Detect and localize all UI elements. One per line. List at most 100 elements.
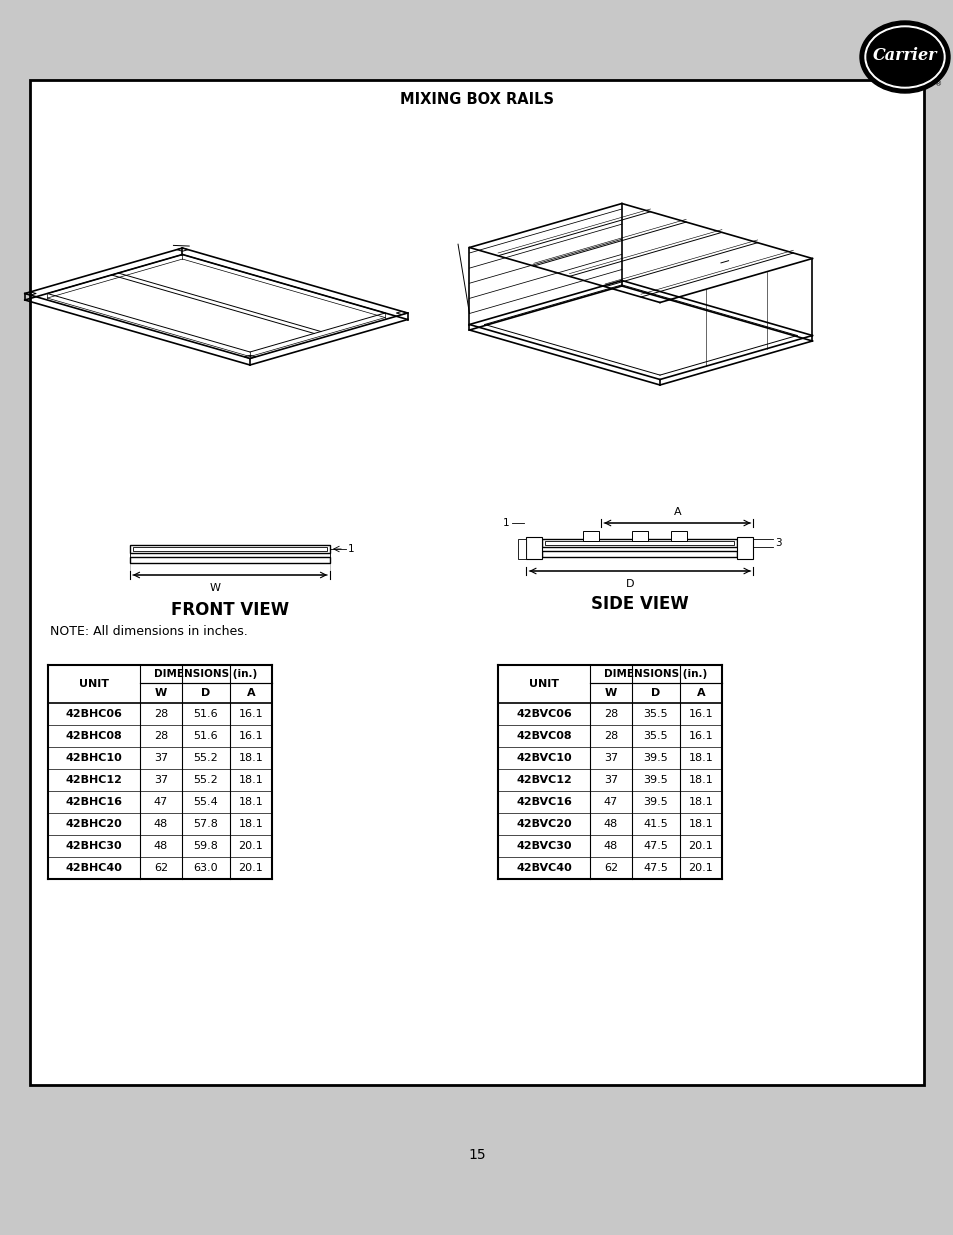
Text: 42BHC08: 42BHC08 [66,731,122,741]
Text: A: A [696,688,704,698]
Text: 39.5: 39.5 [643,753,668,763]
Bar [737,537,753,559]
Text: DIMENSIONS (in.): DIMENSIONS (in.) [604,669,707,679]
Text: 42BVC40: 42BVC40 [516,863,571,873]
Text: SIDE VIEW: SIDE VIEW [591,595,688,613]
Text: 35.5: 35.5 [643,709,668,719]
Text: 28: 28 [153,731,168,741]
Text: 35.5: 35.5 [643,731,668,741]
Text: Carrier: Carrier [872,47,936,63]
Text: 20.1: 20.1 [688,841,713,851]
Text: 47: 47 [153,797,168,806]
Bar [526,537,542,559]
Text: UNIT: UNIT [79,679,109,689]
Text: 16.1: 16.1 [688,709,713,719]
Text: 37: 37 [603,753,618,763]
Text: 42BHC12: 42BHC12 [66,776,122,785]
Text: DIMENSIONS (in.): DIMENSIONS (in.) [154,669,257,679]
Text: FRONT VIEW: FRONT VIEW [171,601,289,619]
Bar [582,531,598,541]
Text: 20.1: 20.1 [238,863,263,873]
Text: 18.1: 18.1 [238,776,263,785]
Bar [631,531,647,541]
Text: 47.5: 47.5 [643,841,668,851]
Text: A: A [673,508,680,517]
Text: 20.1: 20.1 [238,841,263,851]
Text: 63.0: 63.0 [193,863,218,873]
Text: 42BHC16: 42BHC16 [66,797,122,806]
Text: D: D [625,579,634,589]
Text: 42BVC20: 42BVC20 [516,819,571,829]
Text: 62: 62 [153,863,168,873]
Text: 42BHC10: 42BHC10 [66,753,122,763]
Text: 48: 48 [603,841,618,851]
Text: 18.1: 18.1 [238,819,263,829]
Text: 18.1: 18.1 [688,776,713,785]
Bar [542,551,737,557]
Text: 37: 37 [603,776,618,785]
Text: 37: 37 [153,753,168,763]
Text: 55.2: 55.2 [193,753,218,763]
Bar [30,80,923,1086]
Ellipse shape [859,21,949,93]
Text: 28: 28 [153,709,168,719]
Bar [132,547,327,551]
Text: A: A [247,688,255,698]
Text: W: W [210,583,220,593]
Text: 18.1: 18.1 [688,753,713,763]
Text: 18.1: 18.1 [688,797,713,806]
Text: 47.5: 47.5 [643,863,668,873]
Text: 42BVC08: 42BVC08 [516,731,571,741]
Text: 42BVC16: 42BVC16 [516,797,572,806]
Text: 62: 62 [603,863,618,873]
Text: 28: 28 [603,731,618,741]
Text: 16.1: 16.1 [238,731,263,741]
Text: 15: 15 [468,1149,485,1162]
Text: 16.1: 16.1 [238,709,263,719]
Ellipse shape [864,26,944,88]
Text: 59.8: 59.8 [193,841,218,851]
Text: MIXING BOX RAILS: MIXING BOX RAILS [399,93,554,107]
Text: 20.1: 20.1 [688,863,713,873]
Text: 55.4: 55.4 [193,797,218,806]
Text: 55.2: 55.2 [193,776,218,785]
Text: 47: 47 [603,797,618,806]
Text: 42BHC40: 42BHC40 [66,863,122,873]
Text: 57.8: 57.8 [193,819,218,829]
Bar [542,538,737,547]
Text: D: D [651,688,659,698]
Text: NOTE: All dimensions in inches.: NOTE: All dimensions in inches. [50,625,248,638]
Text: 42BVC06: 42BVC06 [516,709,571,719]
Text: 16.1: 16.1 [688,731,713,741]
Text: 51.6: 51.6 [193,731,218,741]
Text: 48: 48 [153,841,168,851]
Text: 1: 1 [348,543,355,555]
Bar [130,545,330,553]
Text: 41.5: 41.5 [643,819,668,829]
Text: 39.5: 39.5 [643,797,668,806]
Text: W: W [604,688,617,698]
Text: D: D [201,688,211,698]
Text: 42BHC06: 42BHC06 [66,709,122,719]
Text: 18.1: 18.1 [688,819,713,829]
Text: ®: ® [935,82,942,86]
Text: W: W [154,688,167,698]
Text: 48: 48 [153,819,168,829]
Text: 42BVC12: 42BVC12 [516,776,571,785]
Ellipse shape [866,28,942,86]
Text: 42BVC10: 42BVC10 [516,753,571,763]
Bar [670,531,686,541]
Text: 3: 3 [775,538,781,548]
Bar [130,557,330,563]
Text: UNIT: UNIT [529,679,558,689]
Text: 48: 48 [603,819,618,829]
Text: 37: 37 [153,776,168,785]
Text: 18.1: 18.1 [238,753,263,763]
Text: 1: 1 [502,517,509,529]
Bar [518,538,526,559]
Text: 42BHC30: 42BHC30 [66,841,122,851]
Text: 42BVC30: 42BVC30 [516,841,571,851]
Text: 18.1: 18.1 [238,797,263,806]
Text: 42BHC20: 42BHC20 [66,819,122,829]
Text: 39.5: 39.5 [643,776,668,785]
